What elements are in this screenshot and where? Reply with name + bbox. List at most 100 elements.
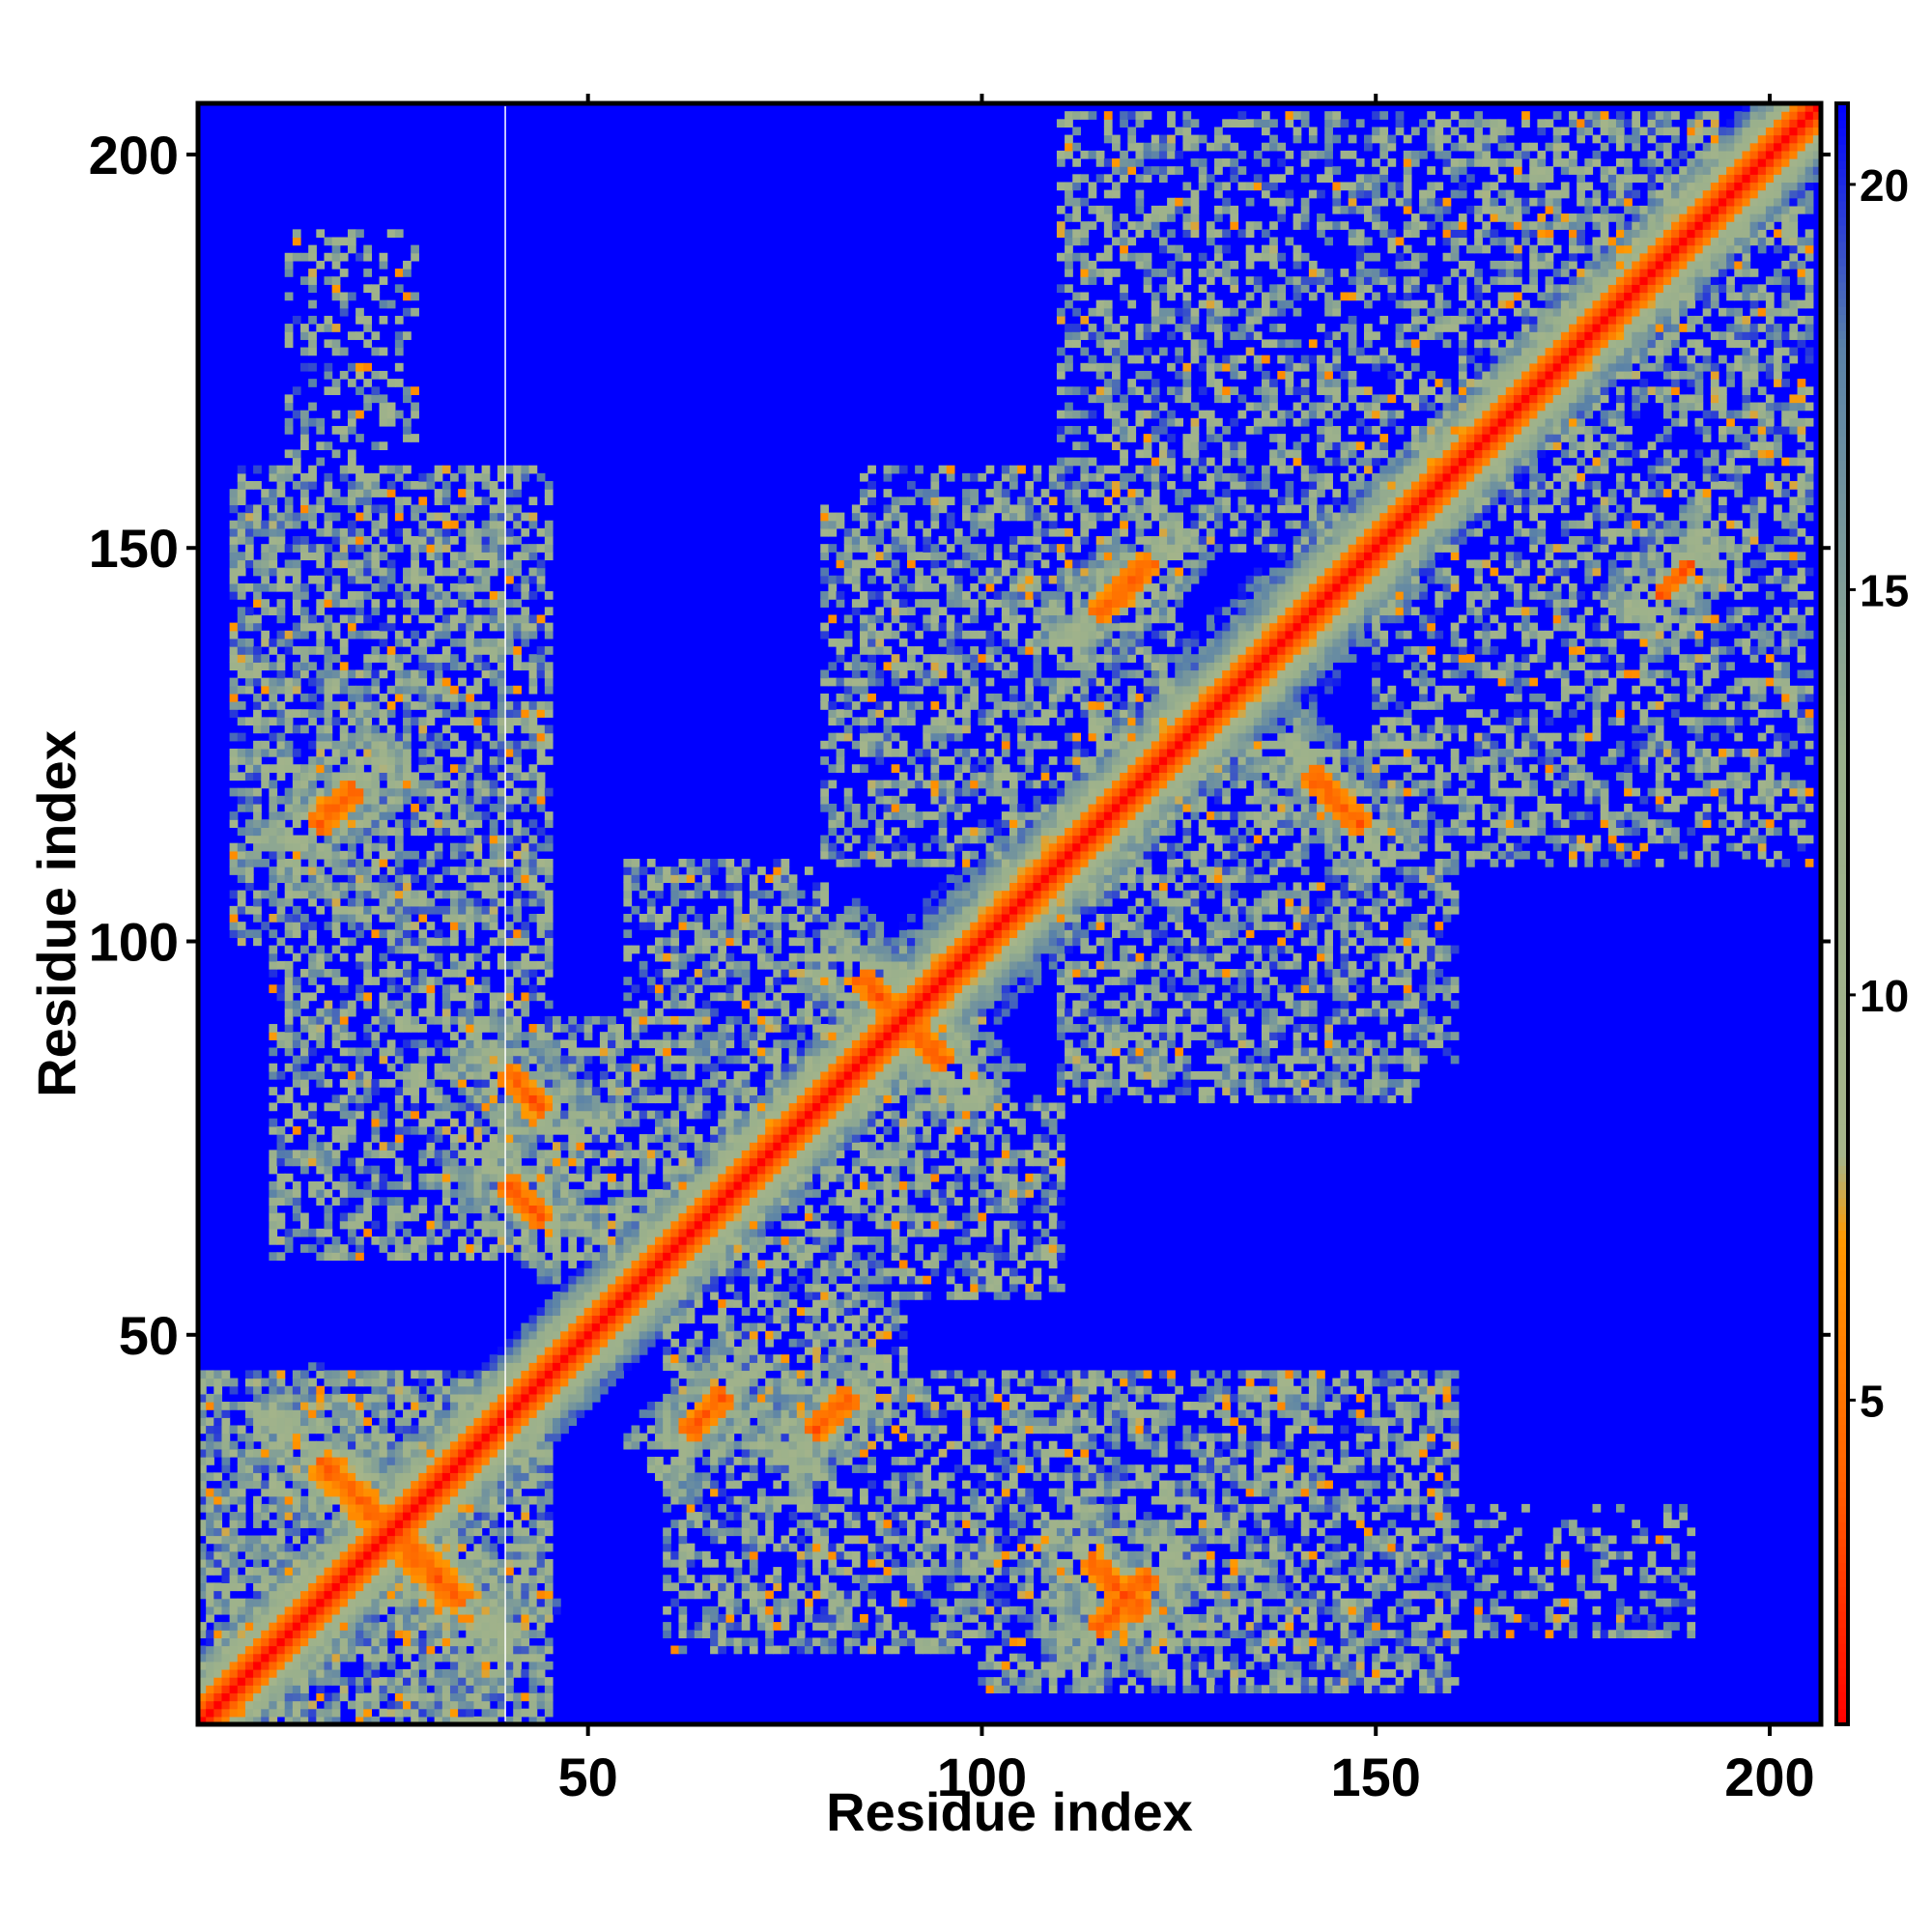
heatmap-cell: [347, 1180, 356, 1190]
heatmap-cell: [316, 1157, 326, 1167]
heatmap-cell: [269, 1385, 278, 1395]
heatmap-cell: [213, 1543, 223, 1552]
heatmap-cell: [513, 646, 522, 655]
heatmap-cell: [521, 724, 530, 734]
heatmap-cell: [560, 1142, 569, 1151]
heatmap-cell: [544, 945, 554, 954]
heatmap-cell: [331, 324, 341, 332]
heatmap-cell: [237, 1433, 246, 1442]
heatmap-cell: [489, 1668, 498, 1678]
heatmap-cell: [269, 1125, 278, 1135]
heatmap-cell: [221, 1464, 231, 1473]
heatmap-cell: [331, 1637, 341, 1647]
heatmap-cell: [473, 1173, 483, 1182]
heatmap-cell: [300, 1409, 309, 1418]
heatmap-cell: [292, 1645, 301, 1655]
heatmap-cell: [347, 1094, 356, 1104]
heatmap-cell: [347, 1480, 356, 1490]
heatmap-cell: [411, 1015, 419, 1025]
heatmap-cell: [324, 520, 333, 529]
heatmap-cell: [244, 1385, 254, 1395]
heatmap-cell: [418, 1527, 428, 1537]
heatmap-cell: [308, 552, 317, 561]
heatmap-cell: [513, 1433, 522, 1442]
heatmap-cell: [528, 1653, 538, 1662]
heatmap-cell: [418, 1512, 428, 1520]
heatmap-cell: [418, 1150, 428, 1159]
heatmap-cell: [221, 1668, 231, 1678]
heatmap-cell: [386, 1015, 396, 1025]
heatmap-cell: [411, 567, 419, 577]
heatmap-cell: [308, 1118, 317, 1127]
heatmap-cell: [394, 1630, 404, 1638]
heatmap-cell: [379, 512, 388, 522]
heatmap-cell: [403, 905, 412, 915]
heatmap-cell: [237, 756, 246, 765]
heatmap-cell: [276, 1630, 286, 1638]
heatmap-cell: [576, 1291, 585, 1300]
heatmap-cell: [441, 1457, 451, 1465]
heatmap-cell: [521, 858, 530, 867]
heatmap-cell: [347, 1252, 356, 1262]
heatmap-cell: [544, 1354, 554, 1363]
heatmap-cell: [244, 1661, 254, 1670]
heatmap-cell: [513, 1700, 522, 1710]
heatmap-cell: [347, 897, 356, 907]
heatmap-cell: [544, 1605, 554, 1615]
heatmap-cell: [213, 1527, 223, 1537]
heatmap-cell: [521, 1637, 530, 1647]
heatmap-cell: [418, 567, 428, 577]
heatmap-cell: [536, 1032, 546, 1040]
heatmap-cell: [536, 1402, 546, 1410]
heatmap-cell: [371, 1503, 381, 1513]
heatmap-cell: [316, 1039, 326, 1049]
heatmap-cell: [449, 1645, 459, 1655]
heatmap-cell: [473, 1180, 483, 1190]
heatmap-cell: [371, 582, 381, 592]
heatmap-cell: [466, 1716, 475, 1725]
heatmap-cell: [355, 803, 364, 812]
heatmap-cell: [316, 984, 326, 994]
heatmap-cell: [308, 622, 317, 632]
heatmap-cell: [324, 1448, 333, 1458]
heatmap-cell: [308, 1134, 317, 1143]
heatmap-cell: [324, 362, 333, 372]
heatmap-cell: [198, 1558, 207, 1568]
heatmap-cell: [386, 1495, 396, 1505]
heatmap-cell: [466, 1558, 475, 1568]
heatmap-cell: [292, 811, 301, 820]
heatmap-cell: [536, 1433, 546, 1442]
heatmap-cell: [497, 1605, 506, 1615]
heatmap-cell: [411, 1094, 419, 1104]
heatmap-cell: [363, 1605, 373, 1615]
heatmap-cell: [276, 1125, 286, 1135]
heatmap-cell: [221, 1457, 231, 1465]
heatmap-cell: [331, 882, 341, 892]
heatmap-cell: [347, 1567, 356, 1576]
heatmap-cell: [513, 1252, 522, 1262]
heatmap-cell: [411, 827, 419, 837]
heatmap-cell: [331, 701, 341, 710]
heatmap-cell: [426, 1567, 436, 1576]
heatmap-cell: [403, 1024, 412, 1033]
heatmap-cell: [386, 685, 396, 695]
heatmap-cell: [497, 646, 506, 655]
heatmap-cell: [441, 1668, 451, 1678]
heatmap-cell: [411, 552, 419, 561]
heatmap-cell: [473, 740, 483, 750]
heatmap-cell: [300, 497, 309, 506]
heatmap-cell: [339, 252, 349, 262]
heatmap-cell: [583, 1330, 593, 1340]
heatmap-cell: [466, 1535, 475, 1545]
heatmap-cell: [411, 787, 419, 797]
heatmap-cell: [528, 1677, 538, 1686]
heatmap-cell: [284, 882, 294, 892]
heatmap-cell: [411, 1236, 419, 1245]
heatmap-cell: [458, 717, 467, 726]
heatmap-cell: [300, 1047, 309, 1057]
heatmap-cell: [316, 1575, 326, 1583]
heatmap-cell: [521, 1385, 530, 1395]
heatmap-cell: [308, 811, 317, 820]
heatmap-cell: [528, 1378, 538, 1387]
heatmap-cell: [221, 1448, 231, 1458]
